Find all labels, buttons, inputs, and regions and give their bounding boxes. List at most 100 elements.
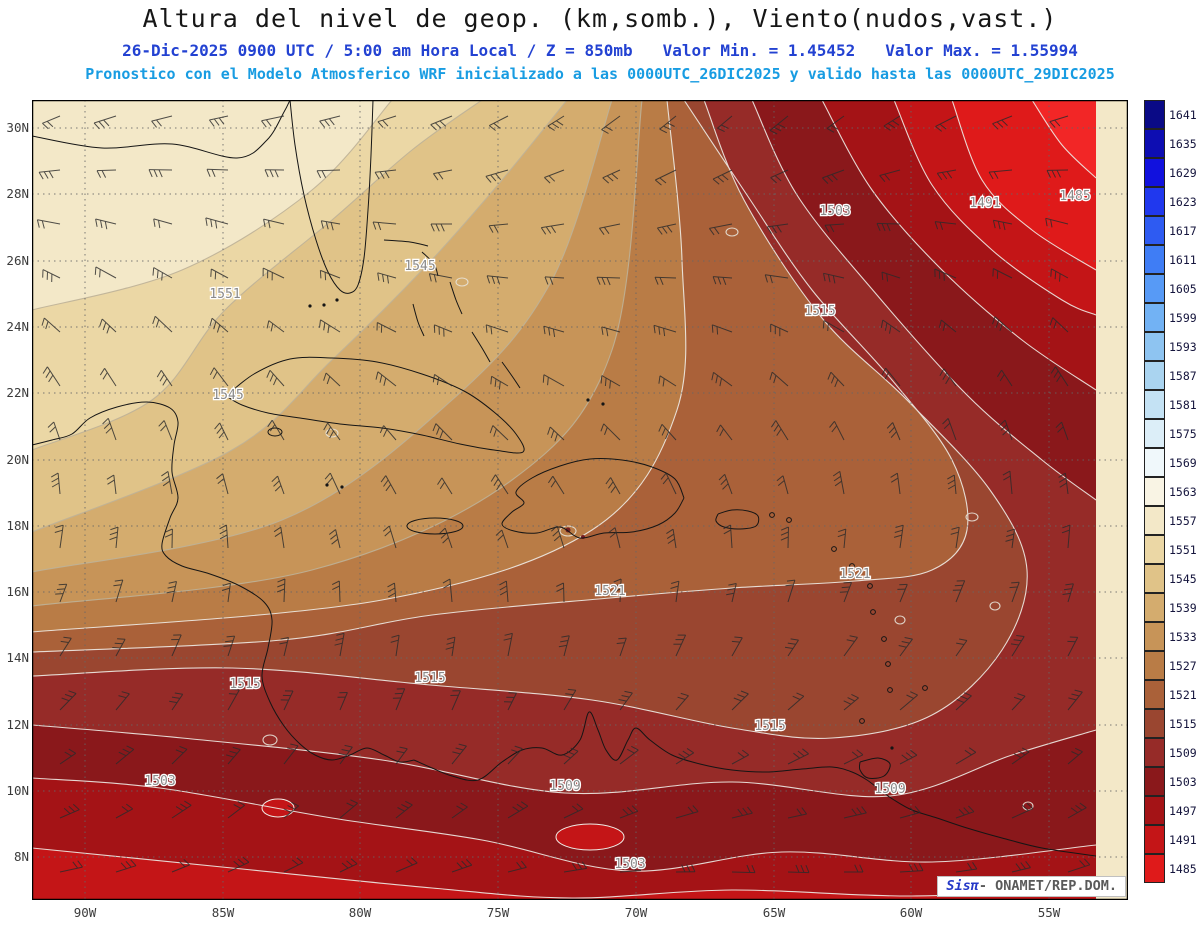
wind-barb-tick — [823, 273, 826, 282]
wind-barb-tick — [723, 524, 731, 530]
wind-barb — [1061, 421, 1069, 441]
wind-barb-tick — [671, 580, 680, 584]
wind-barb-tick — [556, 587, 564, 592]
wind-barb-tick — [886, 223, 891, 232]
wind-barb-tick — [800, 864, 805, 873]
wind-barb-tick — [440, 532, 448, 539]
wind-barb-tick — [126, 745, 135, 750]
wind-barb-tick — [793, 752, 801, 759]
wind-barb — [429, 273, 453, 279]
contour-line — [32, 777, 1097, 872]
wind-barb-tick — [276, 588, 285, 593]
colorbar-entry: 1635 — [1144, 128, 1197, 158]
wind-barb-tick — [46, 120, 54, 128]
wind-barb-tick — [1017, 750, 1026, 756]
wind-barb-tick — [1059, 273, 1061, 282]
wind-barb-tick — [179, 745, 188, 750]
wind-barb-tick — [581, 861, 588, 869]
wind-barb-tick — [879, 175, 886, 183]
wind-barb-tick — [325, 221, 329, 230]
coastline — [289, 100, 374, 294]
wind-barb-tick — [263, 219, 266, 228]
wind-barb-tick — [273, 526, 282, 533]
wind-barb — [434, 324, 453, 333]
wind-barb-tick — [63, 807, 71, 814]
wind-barb-tick — [552, 328, 556, 337]
wind-barb-tick — [316, 170, 322, 179]
wind-barb — [339, 692, 348, 711]
wind-barb — [383, 425, 397, 441]
colorbar-swatch — [1144, 824, 1165, 854]
wind-barb-tick — [893, 534, 902, 538]
wind-barb — [1051, 268, 1069, 279]
lat-label: 18N — [6, 518, 29, 533]
wind-barb-tick — [604, 377, 607, 387]
wind-barb — [451, 637, 456, 657]
wind-barb-tick — [338, 753, 347, 756]
model-info-text: Pronostico con el Modelo Atmosferico WRF… — [85, 65, 1115, 83]
wind-barb-tick — [670, 585, 679, 589]
colorbar-entry: 1641 — [1144, 99, 1197, 129]
wind-barb — [507, 748, 523, 765]
wind-barb-tick — [827, 372, 832, 380]
wind-barb-tick — [687, 806, 694, 814]
wind-barb — [395, 635, 400, 657]
wind-barb-tick — [918, 863, 924, 871]
colorbar-entry: 1623 — [1144, 186, 1197, 216]
wind-barb-tick — [436, 426, 440, 435]
closed-contour — [725, 227, 739, 237]
wind-barb-tick — [237, 858, 245, 865]
colorbar-swatch — [1144, 650, 1165, 680]
wind-barb-tick — [109, 536, 118, 541]
wind-barb-tick — [520, 801, 529, 807]
wind-barb-tick — [571, 863, 578, 871]
wind-barb-tick — [397, 807, 405, 812]
wind-barb-tick — [550, 430, 555, 439]
colorbar-entry: 1515 — [1144, 708, 1197, 738]
wind-barb-tick — [790, 638, 799, 641]
wind-barb-tick — [666, 533, 675, 540]
wind-barb-tick — [106, 325, 110, 334]
wind-barb-tick — [941, 172, 948, 180]
wind-barb — [675, 634, 687, 657]
wind-barb — [770, 169, 789, 179]
wind-barb — [329, 472, 341, 495]
wind-barb-tick — [222, 582, 231, 586]
wind-barb — [1067, 751, 1083, 765]
wind-barb-tick — [636, 863, 642, 871]
wind-barb — [883, 115, 901, 127]
wind-barb-tick — [631, 805, 639, 812]
wind-barb-tick — [956, 642, 965, 645]
wind-barb-tick — [548, 175, 556, 182]
wind-barb-tick — [1053, 320, 1057, 329]
wind-barb-tick — [886, 422, 894, 429]
wind-barb-tick — [993, 171, 999, 179]
wind-barb-tick — [152, 267, 155, 276]
wind-barb-tick — [716, 424, 721, 433]
contour-line — [893, 100, 1097, 316]
wind-barb-tick — [601, 129, 609, 134]
wind-barb-tick — [49, 426, 56, 433]
wind-barb-tick — [488, 225, 494, 233]
wind-barb — [885, 367, 901, 387]
wind-barb-tick — [77, 860, 83, 868]
wind-barb-tick — [499, 585, 508, 591]
lat-label: 12N — [6, 717, 29, 732]
wind-barb — [495, 474, 509, 495]
wind-barb-tick — [68, 805, 76, 813]
wind-barb-tick — [1025, 860, 1031, 868]
wind-barb — [787, 639, 799, 657]
wind-barb-tick — [161, 272, 163, 281]
wind-barb-tick — [432, 374, 435, 383]
islet-dot — [325, 483, 329, 487]
wind-barb-tick — [94, 266, 97, 275]
wind-barb-tick — [319, 319, 321, 328]
wind-barb-tick — [1051, 170, 1056, 178]
wind-barb-tick — [344, 744, 353, 748]
wind-barb-tick — [151, 120, 157, 128]
wind-barb-tick — [654, 179, 662, 186]
wind-barb-tick — [616, 642, 625, 644]
contour-line — [821, 100, 1097, 391]
wind-barb — [42, 115, 61, 124]
wind-barb-tick — [554, 433, 558, 442]
